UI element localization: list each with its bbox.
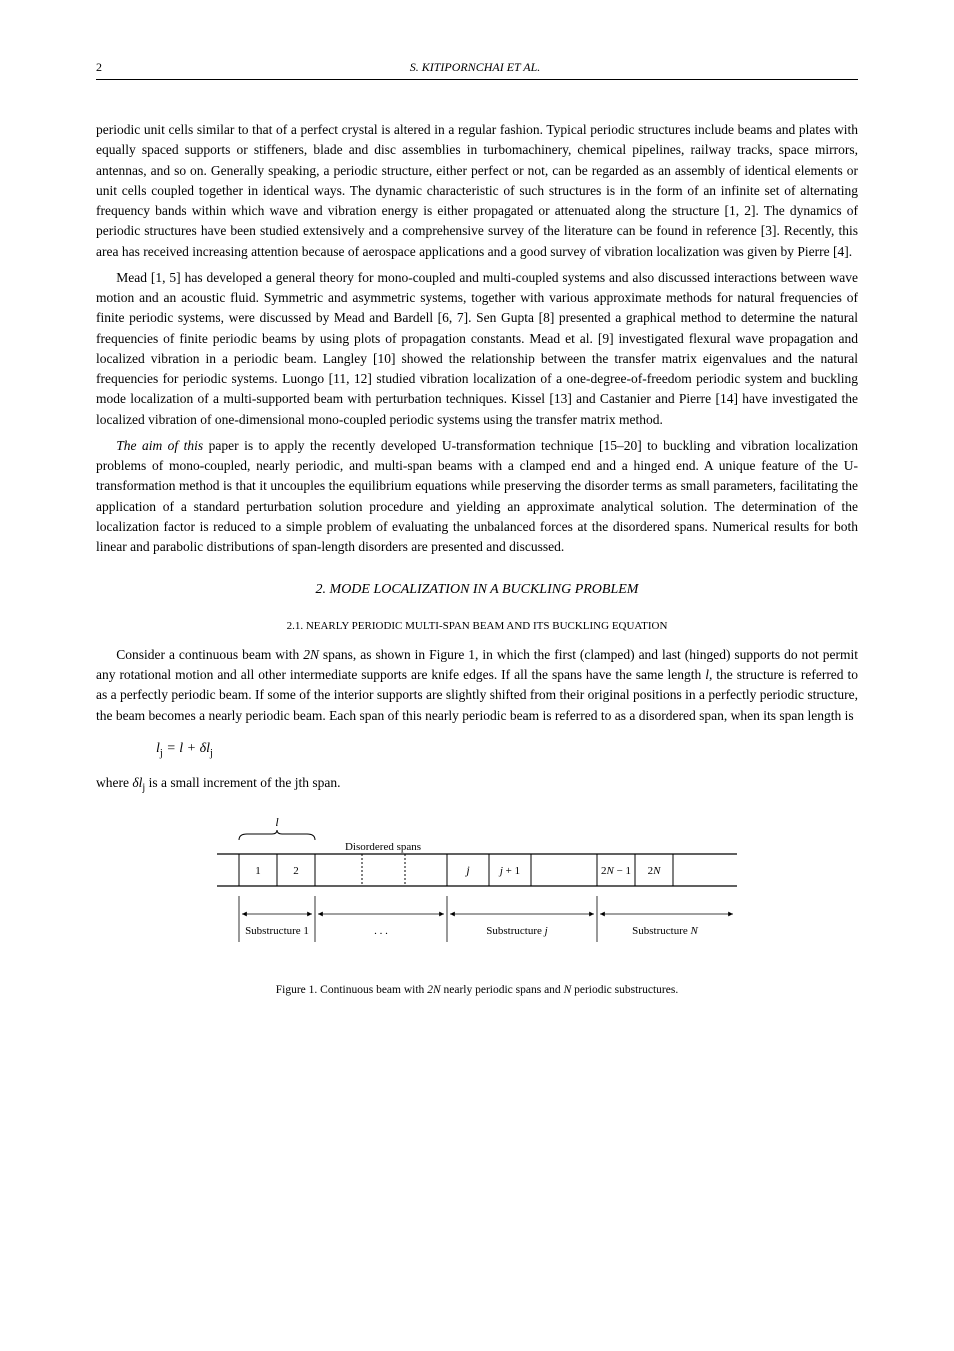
section-title: 2. MODE LOCALIZATION IN A BUCKLING PROBL…: [96, 579, 858, 600]
para-5: where δlj is a small increment of the jt…: [96, 773, 858, 796]
span-label-2n1: 2N − 1: [601, 865, 631, 877]
para-3: The aim of this paper is to apply the re…: [96, 436, 858, 558]
figure-caption: Figure 1. Continuous beam with 2N nearly…: [96, 982, 858, 999]
equation-1: lj = l + δlj: [156, 738, 858, 762]
figure-1: l 1: [96, 814, 858, 999]
span-label-1: 1: [255, 865, 261, 877]
brace-label: l: [275, 815, 279, 829]
para3-emph: The aim of this: [116, 438, 203, 453]
header-title: S. KITIPORNCHAI ET AL.: [410, 60, 541, 75]
subsection-title: 2.1. NEARLY PERIODIC MULTI-SPAN BEAM AND…: [96, 618, 858, 635]
sub-dots: . . .: [374, 925, 388, 937]
main-content: periodic unit cells similar to that of a…: [96, 120, 858, 999]
para3-rest: paper is to apply the recently developed…: [96, 438, 858, 554]
span-label-j1: j + 1: [498, 865, 520, 877]
para-1: periodic unit cells similar to that of a…: [96, 120, 858, 262]
math-2N: 2N: [303, 647, 319, 662]
span-label-2: 2: [293, 865, 299, 877]
page-number: 2: [96, 60, 102, 75]
span-label-2n: 2N: [648, 865, 662, 877]
figure-svg: l 1: [197, 814, 757, 974]
subN-label: Substructure N: [632, 925, 698, 937]
disordered-label: Disordered spans: [345, 841, 421, 853]
page-header: 2 S. KITIPORNCHAI ET AL.: [96, 60, 858, 80]
subj-label: Substructure j: [486, 925, 547, 937]
sub1-label: Substructure 1: [245, 925, 309, 937]
para-4: Consider a continuous beam with 2N spans…: [96, 645, 858, 726]
span-label-j: j: [464, 863, 470, 877]
para-2: Mead [1, 5] has developed a general theo…: [96, 268, 858, 430]
